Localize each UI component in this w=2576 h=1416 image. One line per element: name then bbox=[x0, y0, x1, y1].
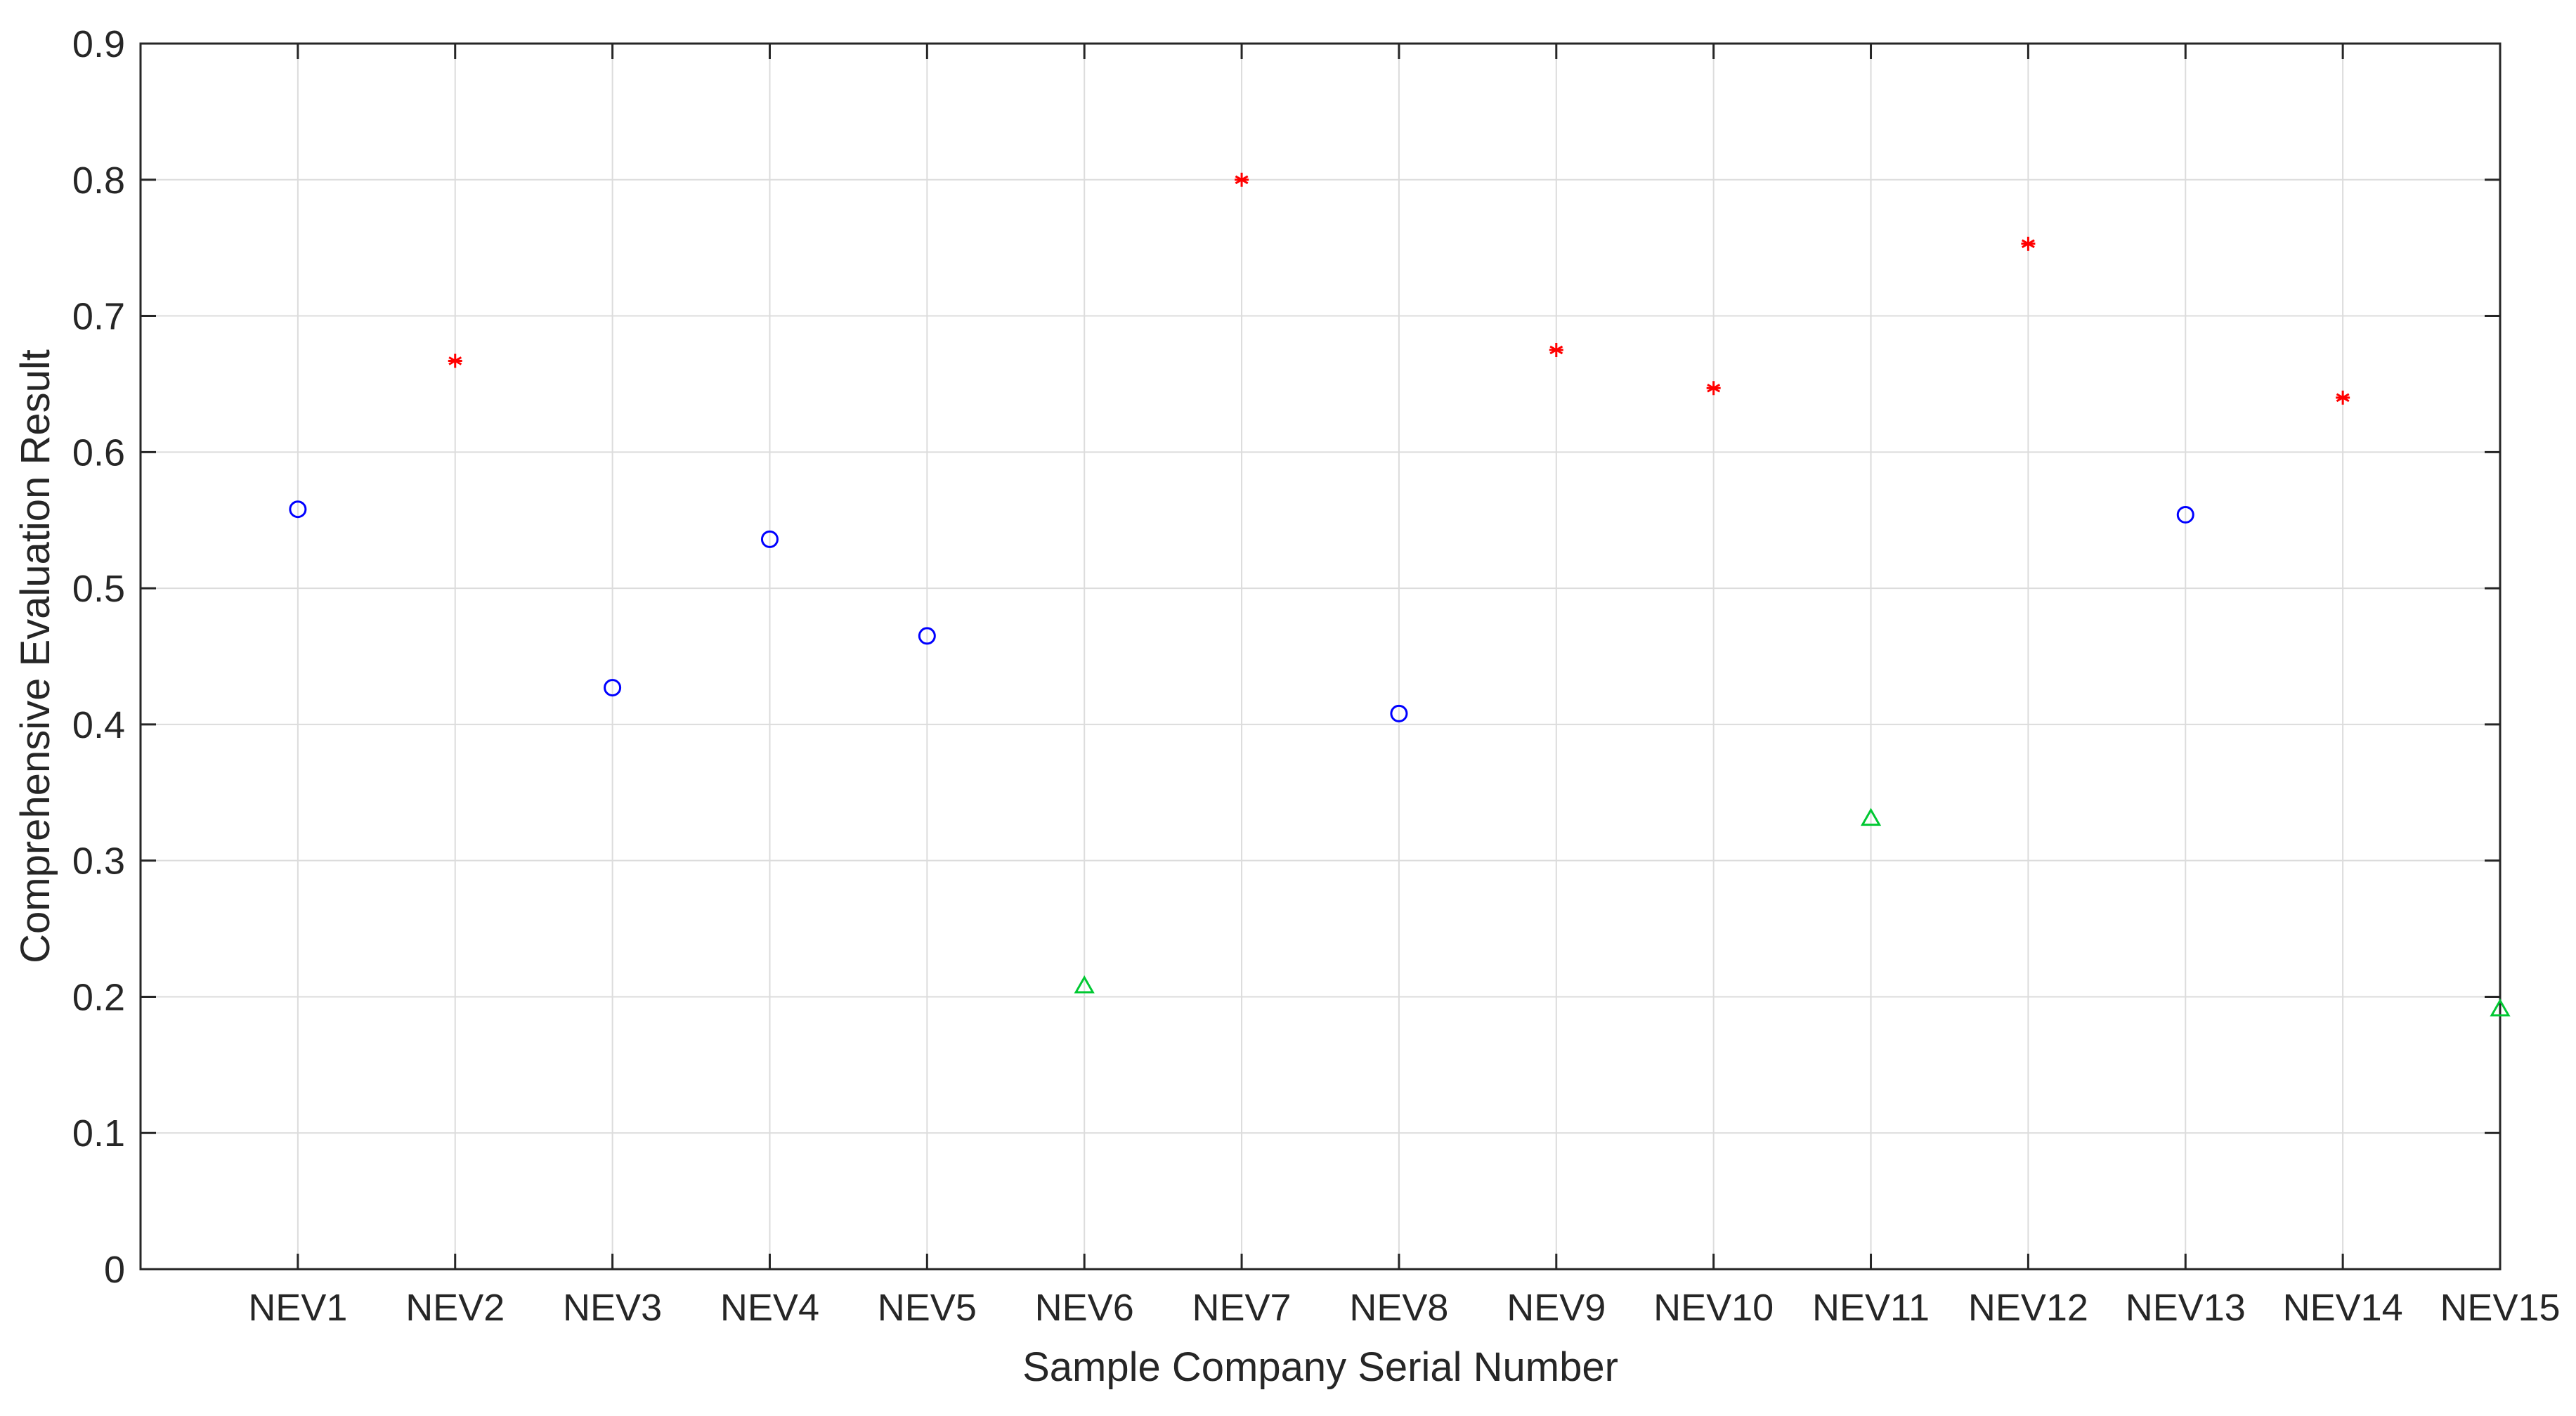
asterisk-marker bbox=[1549, 343, 1563, 357]
circle-marker bbox=[918, 627, 936, 645]
x-tick-label: NEV7 bbox=[1192, 1287, 1292, 1329]
y-tick-label: 0.6 bbox=[72, 431, 125, 474]
y-tick-label: 0.1 bbox=[72, 1112, 125, 1155]
x-tick-label: NEV2 bbox=[405, 1287, 505, 1329]
data-markers bbox=[289, 172, 2511, 1017]
x-tick-label: NEV15 bbox=[2440, 1287, 2560, 1329]
y-tick-label: 0.7 bbox=[72, 296, 125, 338]
asterisk-marker bbox=[448, 353, 462, 368]
x-tick-label: NEV1 bbox=[248, 1287, 347, 1329]
y-axis-title: Comprehensive Evaluation Result bbox=[13, 349, 58, 963]
x-tick-label: NEV4 bbox=[720, 1287, 819, 1329]
x-tick-label: NEV10 bbox=[1653, 1287, 1774, 1329]
y-tick-label: 0.4 bbox=[72, 704, 125, 746]
x-tick-label: NEV5 bbox=[878, 1287, 977, 1329]
x-tick-label: NEV11 bbox=[1812, 1287, 1930, 1329]
y-tick-label: 0 bbox=[104, 1249, 125, 1291]
asterisk-marker bbox=[1706, 381, 1721, 396]
x-tick-label: NEV6 bbox=[1035, 1287, 1134, 1329]
plot-area bbox=[141, 44, 2500, 1269]
x-tick-label: NEV12 bbox=[1968, 1287, 2088, 1329]
triangle-marker bbox=[1860, 807, 1882, 826]
asterisk-marker bbox=[1235, 172, 1249, 187]
axis-ticks bbox=[141, 42, 2502, 1271]
x-tick-label: NEV14 bbox=[2283, 1287, 2403, 1329]
plot-frame bbox=[139, 42, 2502, 1271]
y-tick-label: 0.8 bbox=[72, 160, 125, 202]
circle-marker bbox=[760, 530, 779, 548]
y-tick-labels: 0 0.1 0.2 0.3 0.4 0.5 0.6 0.7 0.8 0.9 bbox=[72, 23, 125, 1291]
x-tick-label: NEV13 bbox=[2126, 1287, 2246, 1329]
y-tick-label: 0.3 bbox=[72, 840, 125, 883]
x-tick-labels: NEV1 NEV2 NEV3 NEV4 NEV5 NEV6 NEV7 NEV8 NEV9 NEV1… bbox=[248, 1287, 2560, 1329]
y-tick-label: 0.5 bbox=[72, 568, 125, 610]
asterisk-marker bbox=[2336, 390, 2350, 405]
y-tick-label: 0.9 bbox=[72, 23, 125, 65]
triangle-marker bbox=[2490, 998, 2511, 1017]
circle-marker bbox=[1390, 704, 1408, 722]
triangle-marker bbox=[1074, 975, 1095, 994]
x-tick-label: NEV3 bbox=[563, 1287, 662, 1329]
circle-marker bbox=[289, 500, 307, 519]
y-tick-label: 0.2 bbox=[72, 976, 125, 1018]
circle-marker bbox=[604, 679, 622, 697]
x-axis-title: Sample Company Serial Number bbox=[1022, 1344, 1618, 1390]
asterisk-marker bbox=[2021, 236, 2036, 251]
circle-marker bbox=[2176, 505, 2194, 524]
grid-lines bbox=[141, 44, 2500, 1269]
x-tick-label: NEV9 bbox=[1507, 1287, 1606, 1329]
x-tick-label: NEV8 bbox=[1349, 1287, 1448, 1329]
